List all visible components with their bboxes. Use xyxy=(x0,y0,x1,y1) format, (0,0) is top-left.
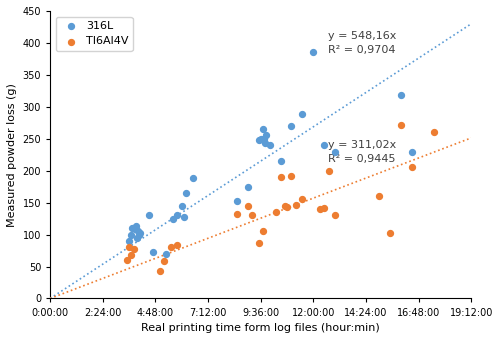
316L xyxy=(125,238,133,244)
TI6Al4V xyxy=(272,209,280,215)
TI6Al4V xyxy=(254,240,262,245)
TI6Al4V xyxy=(332,213,340,218)
TI6Al4V xyxy=(125,245,133,250)
TI6Al4V xyxy=(232,211,240,217)
TI6Al4V xyxy=(276,174,284,180)
316L xyxy=(244,184,252,189)
316L xyxy=(134,229,142,234)
TI6Al4V xyxy=(128,252,136,258)
316L xyxy=(162,251,170,256)
Text: y = 311,02x
R² = 0,9445: y = 311,02x R² = 0,9445 xyxy=(328,140,396,164)
316L xyxy=(128,232,136,237)
316L xyxy=(259,126,267,132)
TI6Al4V xyxy=(130,246,138,251)
TI6Al4V xyxy=(167,245,175,250)
316L xyxy=(135,232,143,237)
TI6Al4V xyxy=(123,257,131,263)
316L xyxy=(232,199,240,204)
316L xyxy=(169,216,177,221)
316L xyxy=(257,136,265,141)
316L xyxy=(182,190,190,196)
316L xyxy=(408,149,416,154)
TI6Al4V xyxy=(292,202,300,207)
316L xyxy=(288,123,296,129)
316L xyxy=(276,158,284,164)
TI6Al4V xyxy=(325,168,333,173)
316L xyxy=(261,140,269,146)
TI6Al4V xyxy=(298,197,306,202)
Legend: 316L, TI6Al4V: 316L, TI6Al4V xyxy=(56,17,132,51)
TI6Al4V xyxy=(259,229,267,234)
316L xyxy=(397,92,405,97)
TI6Al4V xyxy=(375,193,383,199)
316L xyxy=(320,142,328,148)
316L xyxy=(128,225,136,231)
316L xyxy=(132,224,140,229)
TI6Al4V xyxy=(316,206,324,212)
TI6Al4V xyxy=(174,243,182,248)
316L xyxy=(189,176,197,181)
316L xyxy=(266,142,274,148)
X-axis label: Real printing time form log files (hour:min): Real printing time form log files (hour:… xyxy=(142,323,380,333)
316L xyxy=(310,50,318,55)
316L xyxy=(136,230,144,235)
316L xyxy=(130,225,138,231)
316L xyxy=(332,149,340,154)
TI6Al4V xyxy=(288,174,296,179)
TI6Al4V xyxy=(160,259,168,264)
TI6Al4V xyxy=(408,165,416,170)
TI6Al4V xyxy=(281,203,289,208)
316L xyxy=(150,250,158,255)
Text: y = 548,16x
R² = 0,9704: y = 548,16x R² = 0,9704 xyxy=(328,31,396,55)
316L xyxy=(178,203,186,208)
316L xyxy=(145,213,153,218)
Y-axis label: Measured powder loss (g): Measured powder loss (g) xyxy=(7,83,17,227)
TI6Al4V xyxy=(244,203,252,208)
316L xyxy=(130,227,138,232)
TI6Al4V xyxy=(386,231,394,236)
TI6Al4V xyxy=(156,268,164,274)
316L xyxy=(254,137,262,143)
316L xyxy=(298,111,306,117)
316L xyxy=(262,132,270,138)
316L xyxy=(133,235,141,240)
316L xyxy=(180,214,188,219)
TI6Al4V xyxy=(248,213,256,218)
316L xyxy=(260,136,268,141)
TI6Al4V xyxy=(430,130,438,135)
TI6Al4V xyxy=(320,206,328,211)
316L xyxy=(174,213,182,218)
TI6Al4V xyxy=(397,123,405,128)
TI6Al4V xyxy=(283,204,291,210)
